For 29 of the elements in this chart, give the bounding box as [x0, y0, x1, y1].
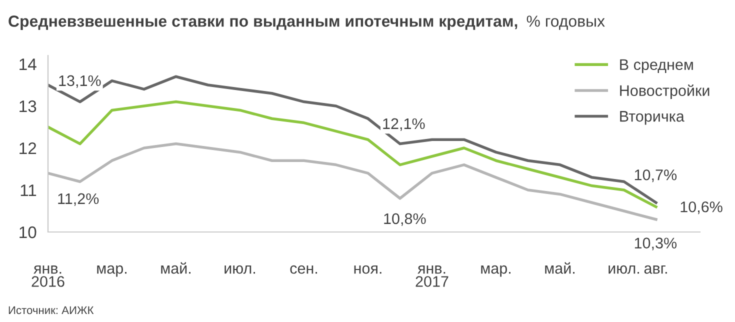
annotation: 12,1% [383, 118, 425, 131]
x-tick-label: июл. [608, 265, 640, 274]
x-tick-label: июл. [224, 265, 256, 274]
legend-label: Вторичка [620, 111, 684, 125]
x-tick-label: мар. [481, 265, 510, 277]
annotation: 10,3% [634, 238, 677, 250]
x-tick-label: авг. [644, 265, 667, 274]
x-tick-label: май. [545, 262, 574, 274]
x-tick-label: янв. 2017 [416, 266, 448, 287]
chart-title: Средневзвешенные ставки по выданным ипотечным кредитам, [8, 16, 518, 30]
annotation: 13,1% [59, 75, 101, 88]
legend-label: Новостройки [620, 84, 710, 100]
x-tick-label: май. [161, 262, 190, 274]
x-tick-label: сен. [290, 265, 318, 274]
legend-label: В среднем [620, 59, 693, 74]
y-tick-label: 12 [20, 142, 36, 154]
x-tick-label: янв. 2016 [32, 266, 64, 287]
text: Источник: АИЖК [8, 306, 94, 314]
y-tick-label: 11 [20, 184, 36, 196]
annotation: 11,2% [58, 193, 99, 206]
y-tick-label: 13 [20, 100, 36, 112]
annotation: 10,6% [680, 201, 722, 214]
y-tick-label: 14 [20, 58, 36, 70]
annotation: 10,7% [634, 169, 677, 182]
x-tick-label: мар. [97, 265, 126, 277]
y-tick-label: 10 [20, 226, 36, 238]
x-tick-label: ноя. [354, 265, 382, 274]
chart-subtitle: % годовых [526, 16, 605, 30]
annotation: 10,8% [384, 213, 426, 226]
